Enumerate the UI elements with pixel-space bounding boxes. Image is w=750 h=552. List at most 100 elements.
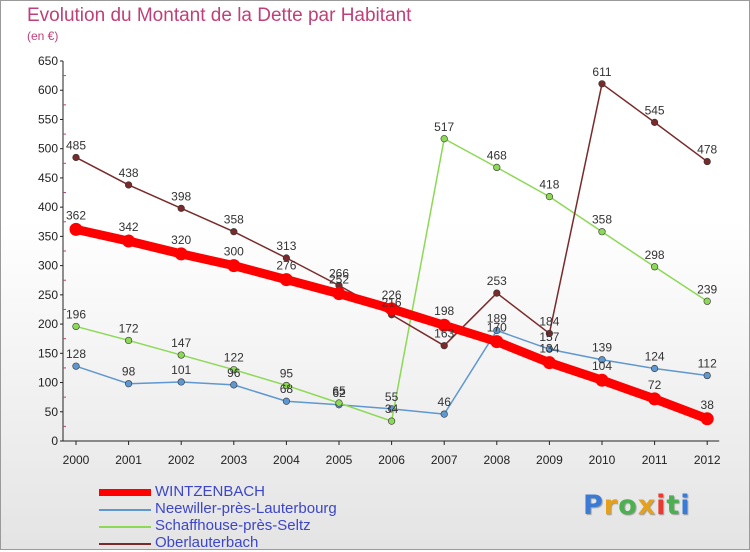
data-point [122, 234, 136, 248]
data-point [493, 326, 501, 335]
data-point [72, 322, 80, 331]
data-label: 198 [434, 304, 454, 318]
data-label: 163 [434, 327, 454, 341]
data-point [279, 273, 293, 287]
data-point [703, 297, 711, 305]
x-tick-label: 2002 [168, 453, 195, 467]
x-tick-label: 2007 [431, 453, 458, 467]
data-label: 184 [539, 314, 559, 328]
x-tick-label: 2004 [273, 453, 300, 467]
data-label: 478 [697, 143, 717, 157]
data-label: 358 [224, 213, 244, 227]
y-tick-label: 100 [38, 376, 58, 390]
data-point [648, 392, 662, 406]
data-point [650, 118, 659, 126]
y-tick-label: 250 [38, 288, 58, 302]
y-tick-label: 550 [38, 112, 58, 126]
x-tick-label: 2011 [642, 453, 668, 467]
data-point [332, 287, 346, 301]
legend-label: Neewiller-près-Lauterbourg [155, 500, 337, 517]
data-label: 128 [66, 347, 86, 361]
data-label: 252 [329, 273, 349, 287]
data-label: 216 [382, 296, 402, 310]
x-tick-label: 2001 [115, 453, 142, 467]
legend-label: Schaffhouse-près-Seltz [155, 517, 311, 534]
data-label: 320 [171, 233, 191, 247]
x-tick-label: 2012 [694, 453, 721, 467]
data-label: 172 [119, 321, 139, 335]
x-tick-label: 2009 [536, 453, 563, 467]
data-point [598, 80, 606, 88]
data-label: 226 [382, 288, 402, 302]
data-label: 398 [171, 189, 191, 203]
data-label: 38 [701, 398, 715, 412]
x-tick-label: 2003 [220, 453, 247, 467]
data-point [227, 259, 241, 273]
chart-unit: (en €) [27, 29, 59, 43]
data-label: 362 [66, 208, 86, 222]
y-tick-label: 0 [51, 434, 58, 448]
y-tick-label: 200 [38, 317, 58, 331]
legend-label: Oberlauterbach [155, 534, 259, 551]
data-point [230, 381, 238, 389]
data-label: 112 [698, 357, 717, 371]
y-tick-label: 450 [38, 171, 58, 185]
data-point [230, 228, 238, 236]
data-label: 46 [438, 395, 452, 409]
data-label: 189 [487, 312, 507, 326]
data-label: 517 [434, 120, 454, 134]
data-label: 104 [592, 359, 612, 373]
data-label: 342 [119, 220, 139, 234]
data-point [437, 318, 451, 332]
data-point [493, 289, 501, 297]
data-point [703, 371, 711, 380]
data-label: 122 [224, 351, 244, 365]
data-label: 170 [487, 321, 507, 335]
brand-letter: i [680, 490, 691, 521]
data-label: 276 [276, 259, 296, 273]
data-point [72, 362, 80, 370]
brand-letter: P [583, 490, 604, 521]
y-tick-label: 150 [38, 346, 58, 360]
data-point [177, 378, 185, 386]
data-label: 418 [539, 178, 559, 192]
data-point [174, 247, 188, 261]
data-point [490, 335, 504, 349]
data-point [440, 342, 448, 350]
x-tick-label: 2006 [378, 453, 405, 467]
data-label: 68 [280, 382, 294, 396]
data-label: 134 [539, 342, 559, 356]
legend-swatch [99, 509, 151, 511]
data-point [72, 153, 80, 162]
data-point [124, 380, 133, 388]
chart-title: Evolution du Montant de la Dette par Hab… [27, 5, 412, 26]
data-label: 96 [227, 366, 241, 380]
x-tick-label: 2010 [589, 453, 616, 467]
data-label: 157 [539, 330, 559, 344]
data-point [124, 336, 133, 345]
data-label: 101 [171, 363, 191, 377]
data-point [493, 163, 501, 171]
data-point [545, 345, 554, 353]
brand-letter: i [656, 490, 667, 521]
data-label: 95 [280, 366, 294, 380]
brand-letter: r [603, 490, 619, 521]
data-label: 611 [592, 65, 611, 79]
data-label: 124 [645, 350, 665, 364]
data-point [230, 366, 238, 374]
x-tick-label: 2008 [483, 453, 510, 467]
data-point [598, 228, 606, 236]
data-label: 545 [645, 103, 665, 117]
data-label: 196 [66, 307, 86, 321]
legend-swatch [99, 526, 151, 528]
y-tick-label: 50 [45, 405, 59, 419]
data-point [703, 157, 711, 166]
brand-letter: t [666, 490, 681, 521]
data-label: 438 [119, 166, 139, 180]
data-point [440, 135, 448, 143]
data-label: 34 [385, 402, 399, 416]
data-point [177, 204, 185, 212]
data-label: 65 [332, 384, 346, 398]
